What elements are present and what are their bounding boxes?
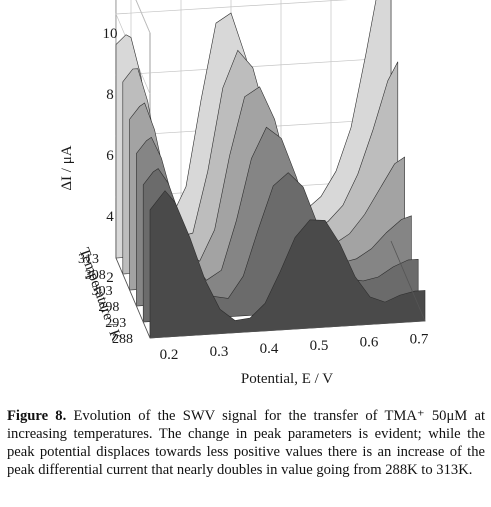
floor-edge [149, 240, 426, 339]
y-tick-label: 10 [103, 26, 118, 42]
y-gridline [135, 0, 151, 34]
chart-tick-labels: 2 4 6 8 10 0.2 0.3 0.4 0.5 0.6 0.7 2882932983033083… [78, 26, 429, 363]
x-tick-label: 0.4 [260, 341, 279, 357]
x-tick-label: 0.3 [210, 344, 229, 360]
x-tick-label: 0.2 [160, 347, 179, 363]
z-tick-label: 293 [105, 316, 126, 331]
x-axis-label: Potential, E / V [241, 371, 333, 387]
series-area-288 [149, 190, 426, 339]
figure-caption-text: Evolution of the SWV signal for the tran… [7, 408, 486, 478]
chart-axes [115, 240, 426, 339]
z-tick-label: 308 [85, 268, 106, 283]
z-tick-label: 298 [98, 300, 119, 315]
z-tick-label: 288 [112, 332, 133, 347]
y-axis-label: ΔI / μA [59, 145, 75, 190]
x-tick-label: 0.6 [360, 335, 379, 351]
y-tick-label: 6 [106, 148, 114, 164]
chart-3d-waterfall: 2 4 6 8 10 0.2 0.3 0.4 0.5 0.6 0.7 2882932983033083… [59, 0, 429, 387]
y-tick-label: 2 [106, 270, 114, 286]
figure-caption-label: Figure 8. [7, 408, 67, 424]
x-tick-label: 0.5 [310, 338, 329, 354]
y-tick-label: 4 [106, 209, 114, 225]
x-tick-label: 0.7 [410, 332, 429, 348]
figure-caption: Figure 8. Evolution of the SWV signal fo… [7, 407, 485, 479]
chart-series-group [115, 0, 426, 339]
z-axis-line [115, 257, 151, 339]
z-tick-label: 303 [92, 284, 113, 299]
z-tick-label: 313 [78, 252, 99, 267]
y-tick-label: 8 [106, 87, 114, 103]
